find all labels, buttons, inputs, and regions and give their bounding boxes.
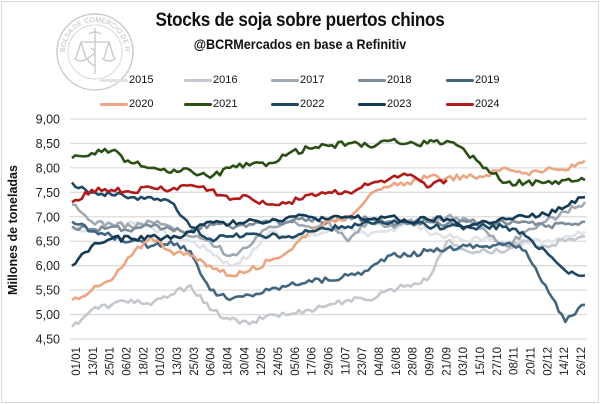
series-line-2016	[70, 235, 586, 328]
x-tick-label: 27/10	[492, 347, 504, 376]
x-tick-label: 04/08	[374, 347, 386, 376]
x-tick-label: 06/02	[122, 347, 134, 376]
legend: 2015 2016 2017 2018 2019 2020 2021 2022 2023 2024	[0, 74, 600, 114]
legend-swatch	[271, 102, 299, 106]
bcr-logo: BOLSA DE COMERCIO DE ROSARIO	[55, 12, 134, 91]
legend-swatch	[271, 78, 299, 82]
x-tick-label: 23/07	[357, 347, 369, 376]
x-tick-label: 05/06	[290, 347, 302, 376]
x-tick-label: 01/01	[71, 347, 83, 376]
legend-swatch	[446, 78, 474, 82]
x-tick-label: 18/02	[138, 347, 150, 376]
y-tick-label: 5,50	[36, 284, 60, 298]
legend-swatch	[100, 78, 128, 82]
series-line-2020	[71, 159, 586, 301]
x-tick-label: 03/10	[458, 347, 470, 376]
series-line-2024	[71, 172, 448, 207]
x-tick-label: 12/05	[256, 347, 268, 376]
legend-label: 2023	[387, 98, 412, 110]
x-tick-label: 01/03	[155, 347, 167, 376]
legend-item-2018: 2018	[358, 74, 411, 86]
y-tick-label: 6,00	[36, 259, 60, 273]
legend-item-2019: 2019	[446, 74, 499, 86]
legend-label: 2024	[475, 98, 500, 110]
legend-item-2020: 2020	[100, 98, 153, 110]
y-tick-label: 7,00	[36, 210, 60, 224]
y-tick-label: 5,00	[36, 308, 60, 322]
y-tick-label: 9,00	[36, 113, 60, 127]
x-tick-label: 13/01	[88, 347, 100, 376]
x-tick-label: 14/12	[559, 347, 571, 376]
x-tick-label: 28/08	[408, 347, 420, 376]
x-tick-label: 24/05	[273, 347, 285, 376]
x-tick-label: 25/03	[189, 347, 201, 376]
x-tick-label: 29/06	[324, 347, 336, 376]
legend-label: 2015	[129, 74, 154, 86]
legend-label: 2018	[387, 74, 412, 86]
y-tick-label: 7,50	[36, 186, 60, 200]
x-tick-label: 15/10	[475, 347, 487, 376]
y-tick-label: 8,50	[36, 137, 60, 151]
series-line-2022	[70, 181, 586, 278]
legend-swatch	[446, 102, 474, 106]
legend-swatch	[184, 102, 212, 106]
y-tick-label: 8,00	[36, 161, 60, 175]
legend-item-2017: 2017	[271, 74, 324, 86]
series-line-2021	[71, 137, 586, 187]
legend-swatch	[358, 78, 386, 82]
x-tick-label: 20/11	[526, 347, 538, 375]
x-tick-label: 16/08	[391, 347, 403, 376]
series-line-2019	[71, 220, 586, 324]
x-tick-label: 18/04	[223, 346, 235, 375]
legend-item-2021: 2021	[184, 98, 237, 110]
legend-label: 2019	[475, 74, 500, 86]
x-tick-label: 08/11	[509, 347, 521, 375]
legend-item-2016: 2016	[184, 74, 237, 86]
legend-swatch	[358, 102, 386, 106]
series-line-2023	[71, 195, 586, 267]
x-tick-label: 09/09	[425, 347, 437, 376]
legend-label: 2016	[213, 74, 238, 86]
legend-label: 2020	[129, 98, 154, 110]
x-tick-label: 02/12	[542, 347, 554, 376]
legend-item-2022: 2022	[271, 98, 324, 110]
chart-title: Stocks de soja sobre puertos chinos	[155, 10, 445, 31]
legend-label: 2017	[300, 74, 325, 86]
x-tick-label: 13/03	[172, 347, 184, 376]
legend-label: 2021	[213, 98, 238, 110]
legend-label: 2022	[300, 98, 325, 110]
x-tick-label: 11/07	[340, 347, 352, 375]
x-tick-label: 21/09	[441, 347, 453, 376]
y-tick-label: 6,50	[36, 235, 60, 249]
legend-item-2015: 2015	[100, 74, 153, 86]
x-tick-label: 26/12	[576, 347, 588, 376]
legend-item-2023: 2023	[358, 98, 411, 110]
legend-swatch	[100, 102, 128, 106]
x-tick-label: 17/06	[307, 347, 319, 376]
legend-swatch	[184, 78, 212, 82]
y-tick-label: 4,50	[36, 333, 60, 347]
x-tick-label: 30/04	[239, 346, 251, 375]
x-tick-label: 06/04	[206, 346, 218, 375]
chart-subtitle: @BCRMercados en base a Refinitiv	[193, 36, 407, 52]
legend-item-2024: 2024	[446, 98, 499, 110]
x-tick-label: 25/01	[105, 347, 117, 376]
